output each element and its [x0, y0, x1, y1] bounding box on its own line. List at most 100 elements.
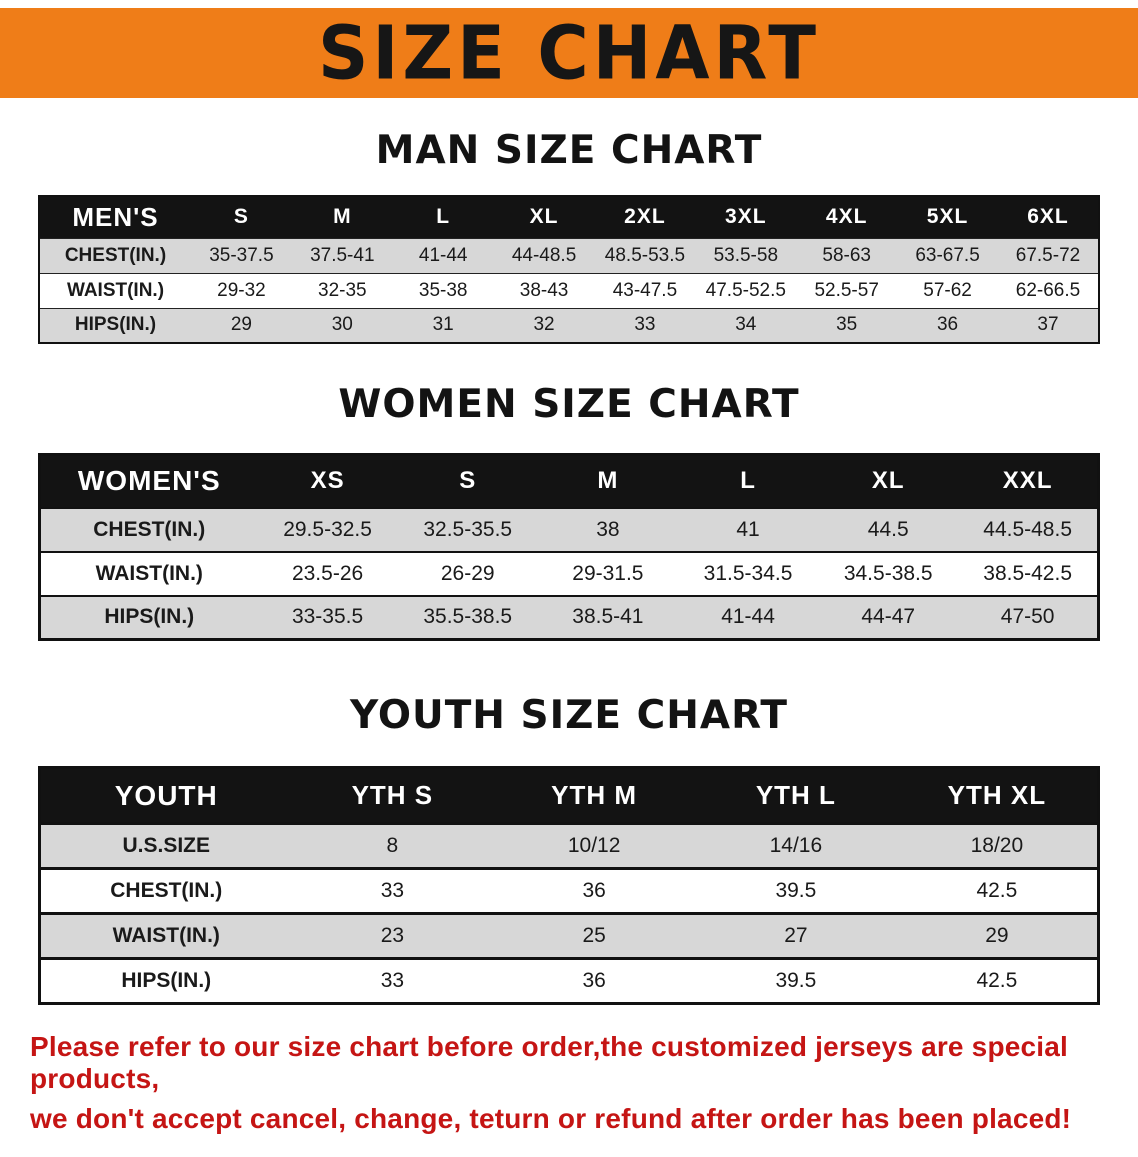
youth-cell-waist-in-yth-m: 25 — [493, 912, 695, 959]
women-cell-chest-in-xs: 29.5-32.5 — [257, 506, 398, 552]
men-row-hips-in: HIPS(IN.) 29 30 31 32 33 34 35 36 37 — [39, 307, 1099, 343]
banner-title: SIZE CHART — [317, 9, 821, 97]
men-cell-chest-in-3xl: 53.5-58 — [695, 237, 797, 273]
women-row-label-chest-in: CHEST(IN.) — [39, 506, 258, 552]
women-size-chart-section: WOMEN SIZE CHART WOMEN'S XS S M L XL XXL CHEST(… — [0, 382, 1138, 641]
women-row-label-hips-in: HIPS(IN.) — [39, 594, 258, 640]
men-cell-hips-in-6xl: 37 — [998, 307, 1099, 343]
men-cell-hips-in-l: 31 — [392, 307, 494, 343]
youth-size-table: YOUTH YTH S YTH M YTH L YTH XL U.S.SIZE 8 10/12… — [38, 766, 1100, 1005]
youth-header-yth-l: YTH L — [695, 767, 897, 824]
men-cell-waist-in-6xl: 62-66.5 — [998, 272, 1099, 308]
youth-cell-hips-in-yth-l: 39.5 — [695, 957, 897, 1004]
women-header-xxl: XXL — [958, 454, 1099, 508]
men-cell-waist-in-5xl: 57-62 — [897, 272, 998, 308]
men-section-title: MAN SIZE CHART — [375, 128, 763, 173]
men-cell-chest-in-xl: 44-48.5 — [493, 237, 595, 273]
size-chart-banner: SIZE CHART — [0, 8, 1138, 98]
youth-row-label-u-s-size: U.S.SIZE — [39, 822, 292, 869]
men-cell-waist-in-xl: 38-43 — [493, 272, 595, 308]
women-cell-waist-in-m: 29-31.5 — [537, 550, 678, 596]
men-cell-chest-in-4xl: 58-63 — [796, 237, 898, 273]
men-header-s: S — [191, 196, 292, 238]
youth-cell-chest-in-yth-xl: 42.5 — [896, 867, 1099, 914]
women-row-waist-in: WAIST(IN.) 23.5-26 26-29 29-31.5 31.5-34.5 34… — [39, 550, 1099, 596]
men-header-6xl: 6XL — [998, 196, 1099, 238]
women-section-title: WOMEN SIZE CHART — [338, 382, 800, 427]
men-header-l: L — [392, 196, 494, 238]
women-cell-chest-in-m: 38 — [537, 506, 678, 552]
women-header-row: WOMEN'S XS S M L XL XXL — [39, 454, 1099, 508]
women-cell-chest-in-s: 32.5-35.5 — [397, 506, 538, 552]
men-cell-chest-in-l: 41-44 — [392, 237, 494, 273]
youth-row-u-s-size: U.S.SIZE 8 10/12 14/16 18/20 — [39, 822, 1099, 869]
women-cell-hips-in-l: 41-44 — [677, 594, 819, 640]
youth-cell-waist-in-yth-s: 23 — [291, 912, 494, 959]
women-cell-chest-in-xl: 44.5 — [818, 506, 959, 552]
men-cell-chest-in-6xl: 67.5-72 — [998, 237, 1099, 273]
men-header-m: M — [291, 196, 393, 238]
women-cell-hips-in-xxl: 47-50 — [958, 594, 1099, 640]
men-row-label-hips-in: HIPS(IN.) — [39, 307, 191, 343]
notice-line-1: Please refer to our size chart before or… — [30, 1031, 1069, 1094]
women-cell-waist-in-xxl: 38.5-42.5 — [958, 550, 1099, 596]
youth-cell-u-s-size-yth-s: 8 — [291, 822, 494, 869]
youth-cell-chest-in-yth-l: 39.5 — [695, 867, 897, 914]
youth-row-hips-in: HIPS(IN.) 33 36 39.5 42.5 — [39, 957, 1099, 1004]
men-cell-chest-in-2xl: 48.5-53.5 — [594, 237, 696, 273]
youth-section-title: YOUTH SIZE CHART — [350, 693, 788, 738]
men-cell-waist-in-l: 35-38 — [392, 272, 494, 308]
women-row-hips-in: HIPS(IN.) 33-35.5 35.5-38.5 38.5-41 41-44 44-… — [39, 594, 1099, 640]
men-header-3xl: 3XL — [695, 196, 797, 238]
men-cell-hips-in-m: 30 — [291, 307, 393, 343]
women-cell-chest-in-l: 41 — [677, 506, 819, 552]
men-cell-chest-in-s: 35-37.5 — [191, 237, 292, 273]
men-cell-hips-in-5xl: 36 — [897, 307, 998, 343]
size-chart-page: SIZE CHART MAN SIZE CHART MEN'S S M L XL 2XL 3… — [0, 8, 1138, 1157]
youth-size-chart-section: YOUTH SIZE CHART YOUTH YTH S YTH M YTH L YTH… — [0, 693, 1138, 1005]
women-cell-hips-in-xl: 44-47 — [818, 594, 959, 640]
men-cell-chest-in-m: 37.5-41 — [291, 237, 393, 273]
men-header-5xl: 5XL — [897, 196, 998, 238]
women-cell-hips-in-xs: 33-35.5 — [257, 594, 398, 640]
youth-cell-chest-in-yth-m: 36 — [493, 867, 695, 914]
men-header-xl: XL — [493, 196, 595, 238]
footer-notice: Please refer to our size chart before or… — [0, 1031, 1138, 1157]
men-cell-waist-in-2xl: 43-47.5 — [594, 272, 696, 308]
youth-cell-u-s-size-yth-m: 10/12 — [493, 822, 695, 869]
youth-row-label-waist-in: WAIST(IN.) — [39, 912, 292, 959]
youth-cell-hips-in-yth-m: 36 — [493, 957, 695, 1004]
women-cell-hips-in-m: 38.5-41 — [537, 594, 678, 640]
youth-header-title: YOUTH — [39, 767, 292, 824]
women-header-m: M — [537, 454, 678, 508]
women-cell-waist-in-s: 26-29 — [397, 550, 538, 596]
men-cell-waist-in-m: 32-35 — [291, 272, 393, 308]
men-cell-hips-in-xl: 32 — [493, 307, 595, 343]
men-cell-hips-in-2xl: 33 — [594, 307, 696, 343]
men-cell-hips-in-s: 29 — [191, 307, 292, 343]
men-row-label-waist-in: WAIST(IN.) — [39, 272, 191, 308]
youth-header-yth-xl: YTH XL — [896, 767, 1099, 824]
women-header-l: L — [677, 454, 819, 508]
youth-size-table-wrap: YOUTH YTH S YTH M YTH L YTH XL U.S.SIZE 8 10/12… — [38, 766, 1100, 1005]
men-header-title: MEN'S — [39, 196, 191, 238]
men-header-row: MEN'S S M L XL 2XL 3XL 4XL 5XL 6XL — [39, 196, 1099, 238]
women-cell-chest-in-xxl: 44.5-48.5 — [958, 506, 1099, 552]
men-size-table: MEN'S S M L XL 2XL 3XL 4XL 5XL 6XL CHEST(IN.) 35-37… — [38, 195, 1100, 344]
women-header-s: S — [397, 454, 538, 508]
women-header-xl: XL — [818, 454, 959, 508]
men-header-2xl: 2XL — [594, 196, 696, 238]
youth-cell-hips-in-yth-s: 33 — [291, 957, 494, 1004]
youth-cell-chest-in-yth-s: 33 — [291, 867, 494, 914]
youth-cell-waist-in-yth-l: 27 — [695, 912, 897, 959]
notice-line-2: we don't accept cancel, change, teturn o… — [30, 1103, 1072, 1134]
youth-row-waist-in: WAIST(IN.) 23 25 27 29 — [39, 912, 1099, 959]
youth-header-row: YOUTH YTH S YTH M YTH L YTH XL — [39, 767, 1099, 824]
men-cell-chest-in-5xl: 63-67.5 — [897, 237, 998, 273]
men-cell-waist-in-3xl: 47.5-52.5 — [695, 272, 797, 308]
women-header-title: WOMEN'S — [39, 454, 258, 508]
youth-cell-u-s-size-yth-l: 14/16 — [695, 822, 897, 869]
youth-header-yth-m: YTH M — [493, 767, 695, 824]
youth-cell-u-s-size-yth-xl: 18/20 — [896, 822, 1099, 869]
men-cell-hips-in-4xl: 35 — [796, 307, 898, 343]
